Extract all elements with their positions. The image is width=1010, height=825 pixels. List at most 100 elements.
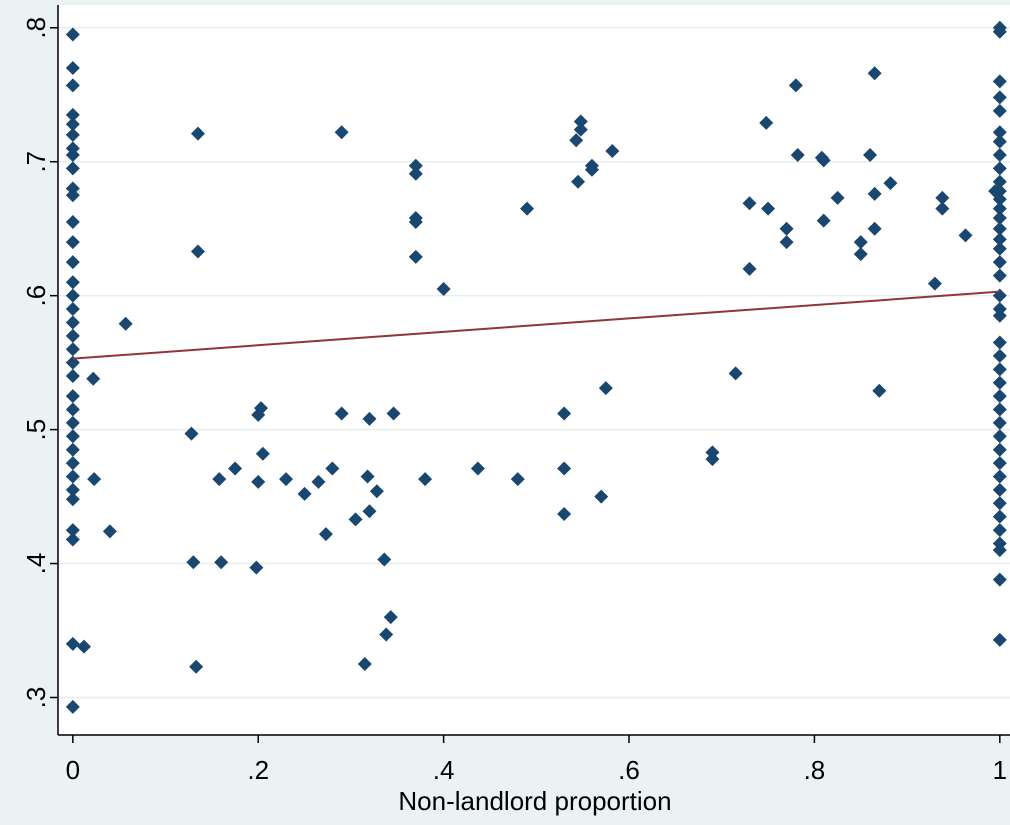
point xyxy=(65,214,80,229)
point xyxy=(65,188,80,203)
point xyxy=(65,699,80,714)
point xyxy=(779,221,794,236)
point xyxy=(279,472,294,487)
point xyxy=(249,560,264,575)
point xyxy=(436,281,451,296)
point xyxy=(65,127,80,142)
point xyxy=(816,213,831,228)
point xyxy=(65,117,80,132)
point xyxy=(65,107,80,122)
point xyxy=(569,133,584,148)
point xyxy=(65,532,80,547)
point xyxy=(65,482,80,497)
point xyxy=(311,474,326,489)
point xyxy=(186,555,201,570)
point xyxy=(992,134,1007,149)
point xyxy=(863,148,878,163)
point xyxy=(65,369,80,384)
y-tick-label: .8 xyxy=(21,17,51,39)
point xyxy=(992,184,1007,199)
point xyxy=(830,190,845,205)
point xyxy=(418,472,433,487)
point xyxy=(992,509,1007,524)
point xyxy=(255,446,270,461)
point xyxy=(362,504,377,519)
point xyxy=(992,232,1007,247)
y-tick-label: .7 xyxy=(21,151,51,173)
x-tick-label: .6 xyxy=(618,755,640,785)
point xyxy=(87,472,102,487)
point xyxy=(598,381,613,396)
point xyxy=(65,288,80,303)
point xyxy=(184,426,199,441)
point xyxy=(571,174,586,189)
point xyxy=(992,268,1007,283)
point xyxy=(992,192,1007,207)
point xyxy=(318,527,333,542)
point xyxy=(742,261,757,276)
point xyxy=(65,148,80,163)
point xyxy=(379,627,394,642)
point xyxy=(992,482,1007,497)
point xyxy=(214,555,229,570)
point xyxy=(65,302,80,317)
point xyxy=(408,158,423,173)
point xyxy=(520,201,535,216)
point xyxy=(992,375,1007,390)
point xyxy=(788,78,803,93)
point xyxy=(935,201,950,216)
fit-line xyxy=(72,290,1000,360)
point xyxy=(86,371,101,386)
point xyxy=(992,161,1007,176)
point xyxy=(992,442,1007,457)
point xyxy=(992,632,1007,647)
point xyxy=(65,161,80,176)
point xyxy=(992,125,1007,140)
y-tick-label: .4 xyxy=(21,553,51,575)
point xyxy=(883,176,898,191)
point xyxy=(992,348,1007,363)
point xyxy=(348,512,363,527)
x-axis-title: Non-landlord proportion xyxy=(398,786,671,816)
point xyxy=(992,469,1007,484)
point xyxy=(408,249,423,264)
point xyxy=(992,496,1007,511)
point xyxy=(65,342,80,357)
point xyxy=(935,190,950,205)
point xyxy=(584,162,599,177)
point xyxy=(369,484,384,499)
point xyxy=(992,572,1007,587)
point xyxy=(65,235,80,250)
point xyxy=(992,389,1007,404)
point xyxy=(867,66,882,81)
point xyxy=(992,221,1007,236)
point xyxy=(65,523,80,538)
point xyxy=(992,241,1007,256)
point xyxy=(212,472,227,487)
point xyxy=(65,636,80,651)
y-tick-label: .6 xyxy=(21,285,51,307)
point xyxy=(334,125,349,140)
point xyxy=(992,335,1007,350)
point xyxy=(65,492,80,507)
point xyxy=(228,461,243,476)
point xyxy=(65,275,80,290)
point xyxy=(992,74,1007,89)
x-tick-label: .2 xyxy=(247,755,269,785)
point xyxy=(992,456,1007,471)
point xyxy=(360,469,375,484)
point xyxy=(254,401,269,416)
x-tick-label: 0 xyxy=(66,755,80,785)
point xyxy=(65,60,80,75)
point xyxy=(377,552,392,567)
point xyxy=(557,461,572,476)
point xyxy=(992,429,1007,444)
y-tick-label: .3 xyxy=(21,687,51,709)
x-tick-label: 1 xyxy=(993,755,1007,785)
point xyxy=(742,196,757,211)
point xyxy=(362,411,377,426)
point xyxy=(65,328,80,343)
point xyxy=(867,221,882,236)
y-tick-label: .5 xyxy=(21,419,51,441)
